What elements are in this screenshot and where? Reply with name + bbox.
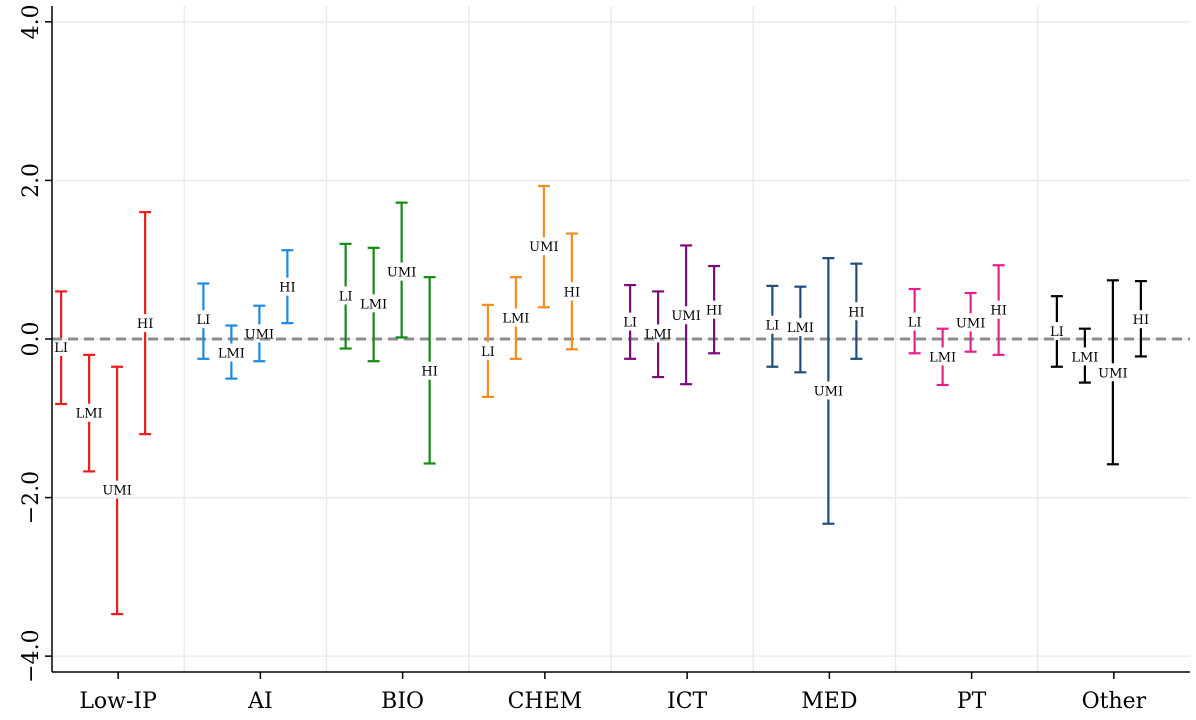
error-bar-label: LMI xyxy=(1071,350,1098,365)
error-bar-label: LMI xyxy=(76,407,103,422)
error-bar-label: UMI xyxy=(245,327,274,342)
error-bar-label: HI xyxy=(848,305,864,320)
x-tick-label: ICT xyxy=(667,689,708,714)
error-bar-label: LMI xyxy=(787,321,814,336)
y-tick-label: 2.0 xyxy=(19,163,44,198)
error-bar-label: LI xyxy=(623,316,637,331)
error-bar-label: LI xyxy=(908,316,922,331)
error-bar-label: LI xyxy=(765,319,779,334)
error-bar-label: HI xyxy=(990,304,1006,319)
y-tick-label: 0.0 xyxy=(19,322,44,357)
error-bar-label: HI xyxy=(421,365,437,380)
error-bar-label: LI xyxy=(1050,325,1064,340)
error-bar-label: UMI xyxy=(102,484,131,499)
error-bar-label: HI xyxy=(1133,313,1149,328)
x-tick-label: PT xyxy=(957,689,987,714)
error-bar-label: LMI xyxy=(645,327,672,342)
error-bar-label: HI xyxy=(137,317,153,332)
error-bar-label: LMI xyxy=(218,346,245,361)
error-bar-label: LI xyxy=(339,289,353,304)
error-bar-label: UMI xyxy=(387,266,416,281)
error-bar-label: LI xyxy=(481,345,495,360)
x-tick-label: BIO xyxy=(381,689,424,714)
error-bar-label: UMI xyxy=(814,385,843,400)
error-bar-label: UMI xyxy=(956,316,985,331)
x-tick-label: Other xyxy=(1082,689,1147,714)
x-tick-label: CHEM xyxy=(508,689,583,714)
error-bar-label: UMI xyxy=(1098,366,1127,381)
y-tick-label: −2.0 xyxy=(19,471,44,524)
error-bar-label: UMI xyxy=(671,309,700,324)
error-bar-label: HI xyxy=(564,285,580,300)
x-tick-label: Low-IP xyxy=(79,689,157,714)
x-tick-label: MED xyxy=(801,689,857,714)
x-tick-label: AI xyxy=(247,689,273,714)
error-bar-label: LMI xyxy=(360,297,387,312)
error-bar-label: HI xyxy=(706,304,722,319)
y-tick-label: −4.0 xyxy=(19,629,44,682)
error-bar-label: HI xyxy=(279,281,295,296)
error-bar-label: UMI xyxy=(529,240,558,255)
error-bar-label: LI xyxy=(196,313,210,328)
y-tick-label: 4.0 xyxy=(19,4,44,39)
error-bar-label: LMI xyxy=(502,312,529,327)
error-bar-label: LI xyxy=(54,341,68,356)
error-bar-label: LMI xyxy=(929,350,956,365)
